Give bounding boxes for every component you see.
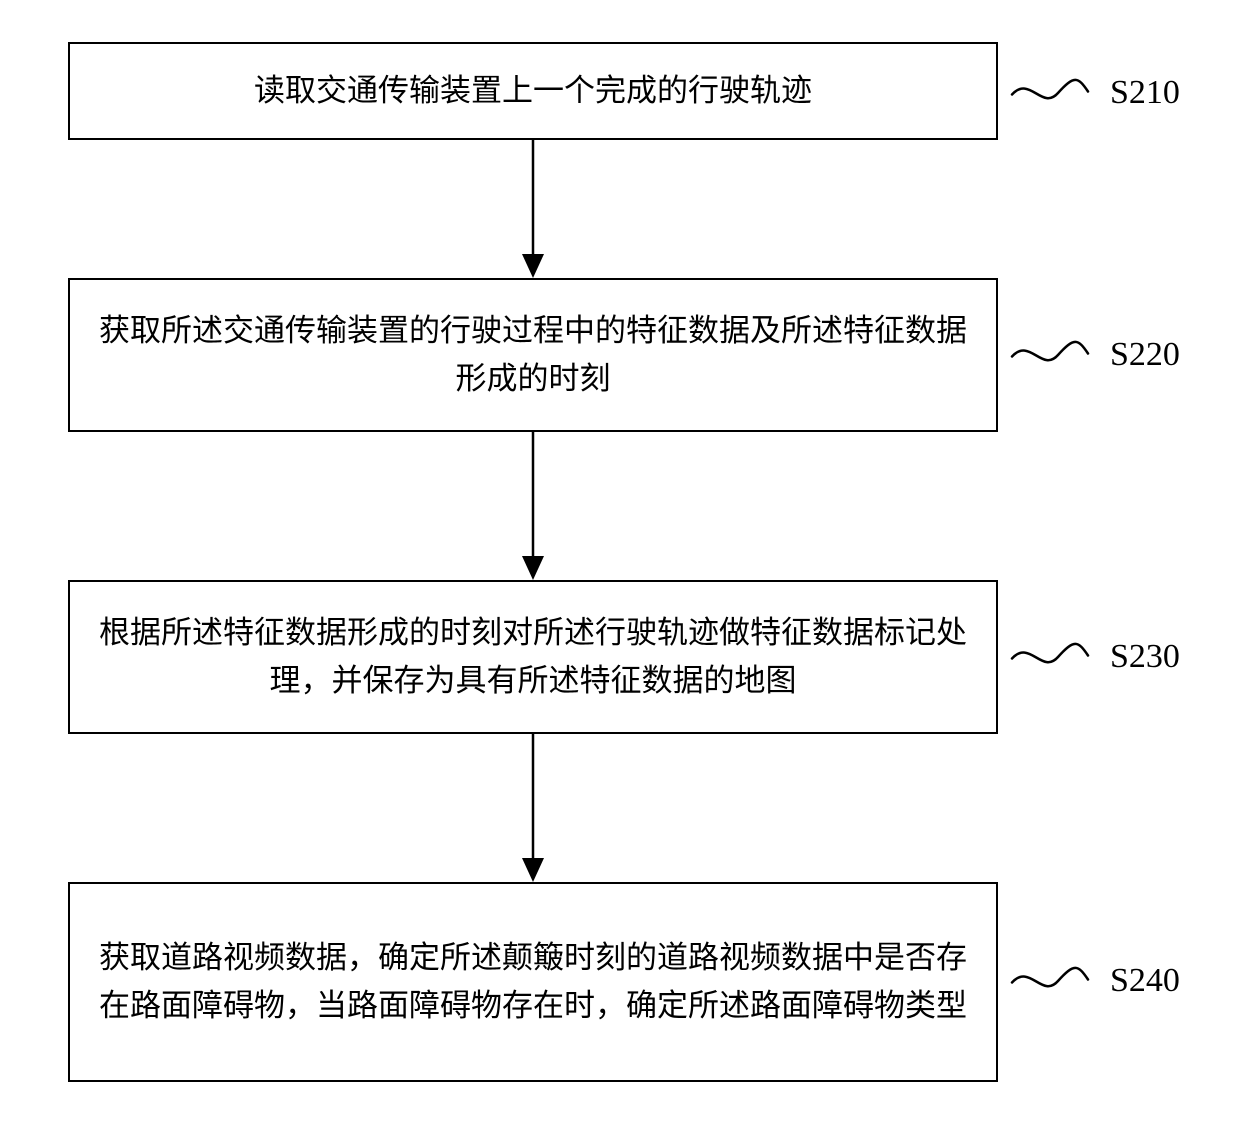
- flow-node-text: 根据所述特征数据形成的时刻对所述行驶轨迹做特征数据标记处理，并保存为具有所述特征…: [94, 609, 972, 705]
- flow-arrow: [518, 734, 548, 882]
- flow-node-s210: 读取交通传输装置上一个完成的行驶轨迹: [68, 42, 998, 140]
- step-label-s240: S240: [1110, 962, 1180, 1000]
- step-label-s210: S210: [1110, 74, 1180, 112]
- flow-arrow: [518, 432, 548, 580]
- connector-tilde: [1010, 340, 1090, 370]
- flowchart-canvas: 读取交通传输装置上一个完成的行驶轨迹 S210 获取所述交通传输装置的行驶过程中的特…: [0, 0, 1240, 1124]
- flow-arrow: [518, 140, 548, 278]
- connector-tilde: [1010, 78, 1090, 108]
- connector-tilde: [1010, 966, 1090, 996]
- flow-node-s230: 根据所述特征数据形成的时刻对所述行驶轨迹做特征数据标记处理，并保存为具有所述特征…: [68, 580, 998, 734]
- flow-node-s220: 获取所述交通传输装置的行驶过程中的特征数据及所述特征数据形成的时刻: [68, 278, 998, 432]
- flow-node-s240: 获取道路视频数据，确定所述颠簸时刻的道路视频数据中是否存在路面障碍物，当路面障碍…: [68, 882, 998, 1082]
- flow-node-text: 读取交通传输装置上一个完成的行驶轨迹: [254, 67, 812, 115]
- flow-node-text: 获取所述交通传输装置的行驶过程中的特征数据及所述特征数据形成的时刻: [94, 307, 972, 403]
- flow-node-text: 获取道路视频数据，确定所述颠簸时刻的道路视频数据中是否存在路面障碍物，当路面障碍…: [94, 934, 972, 1030]
- step-label-s230: S230: [1110, 638, 1180, 676]
- connector-tilde: [1010, 642, 1090, 672]
- step-label-s220: S220: [1110, 336, 1180, 374]
